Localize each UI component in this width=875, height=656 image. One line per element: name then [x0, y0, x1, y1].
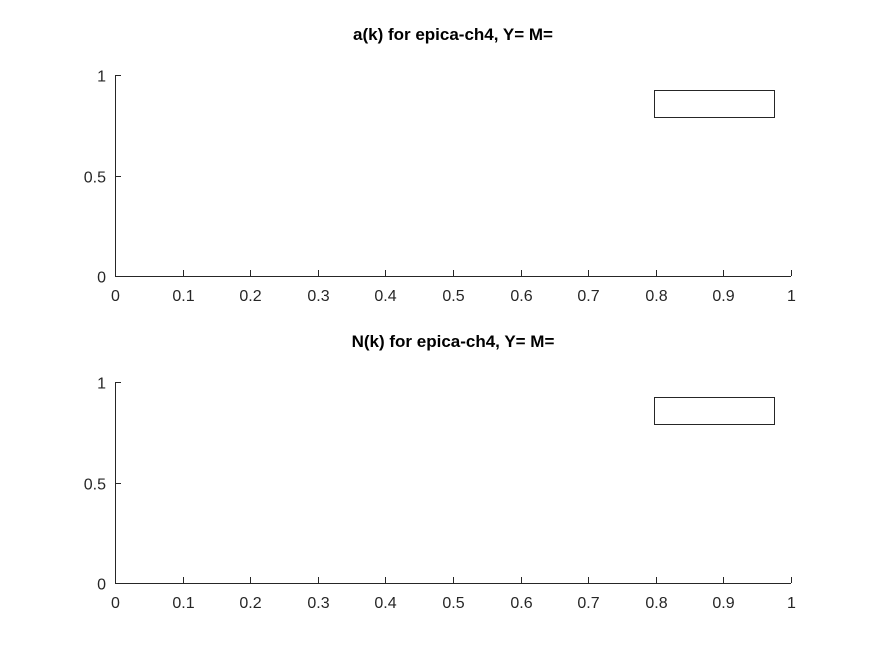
- x-tick-label: 0.3: [307, 288, 329, 305]
- x-tick-label: 0.3: [307, 595, 329, 612]
- x-tick-label: 0.6: [510, 595, 532, 612]
- x-tick-label: 0.9: [712, 288, 734, 305]
- legend-box: [654, 397, 775, 425]
- y-tick-label: 0: [97, 577, 106, 594]
- y-tick-label: 1: [97, 69, 106, 86]
- x-tick-label: 0: [111, 595, 120, 612]
- x-tick-label: 0: [111, 288, 120, 305]
- y-tick-label: 0: [97, 270, 106, 287]
- x-tick-label: 0.5: [442, 288, 464, 305]
- x-tick-label: 0.4: [374, 595, 396, 612]
- y-tick-label: 0.5: [84, 477, 106, 494]
- x-tick-label: 0.2: [239, 595, 261, 612]
- x-tick-label: 0.7: [577, 595, 599, 612]
- subplot-n-k: N(k) for epica-ch4, Y= M= 0 0.1 0.2 0.3 0.4 0…: [84, 332, 796, 612]
- subplot-a-k: a(k) for epica-ch4, Y= M= 0 0.1 0.2 0.3 0.4 0…: [84, 25, 796, 305]
- chart-title: N(k) for epica-ch4, Y= M=: [352, 332, 555, 351]
- x-tick-label: 1: [787, 288, 796, 305]
- chart-title: a(k) for epica-ch4, Y= M=: [353, 25, 553, 44]
- legend-box: [654, 90, 775, 118]
- x-tick-label: 0.5: [442, 595, 464, 612]
- x-tick-label: 0.2: [239, 288, 261, 305]
- x-tick-label: 0.9: [712, 595, 734, 612]
- x-tick-label: 0.7: [577, 288, 599, 305]
- x-tick-label: 0.8: [645, 288, 667, 305]
- x-tick-label: 0.1: [172, 288, 194, 305]
- x-tick-label: 1: [787, 595, 796, 612]
- x-tick-label: 0.1: [172, 595, 194, 612]
- x-tick-label: 0.4: [374, 288, 396, 305]
- x-tick-label: 0.6: [510, 288, 532, 305]
- y-tick-label: 1: [97, 376, 106, 393]
- y-tick-label: 0.5: [84, 170, 106, 187]
- x-tick-label: 0.8: [645, 595, 667, 612]
